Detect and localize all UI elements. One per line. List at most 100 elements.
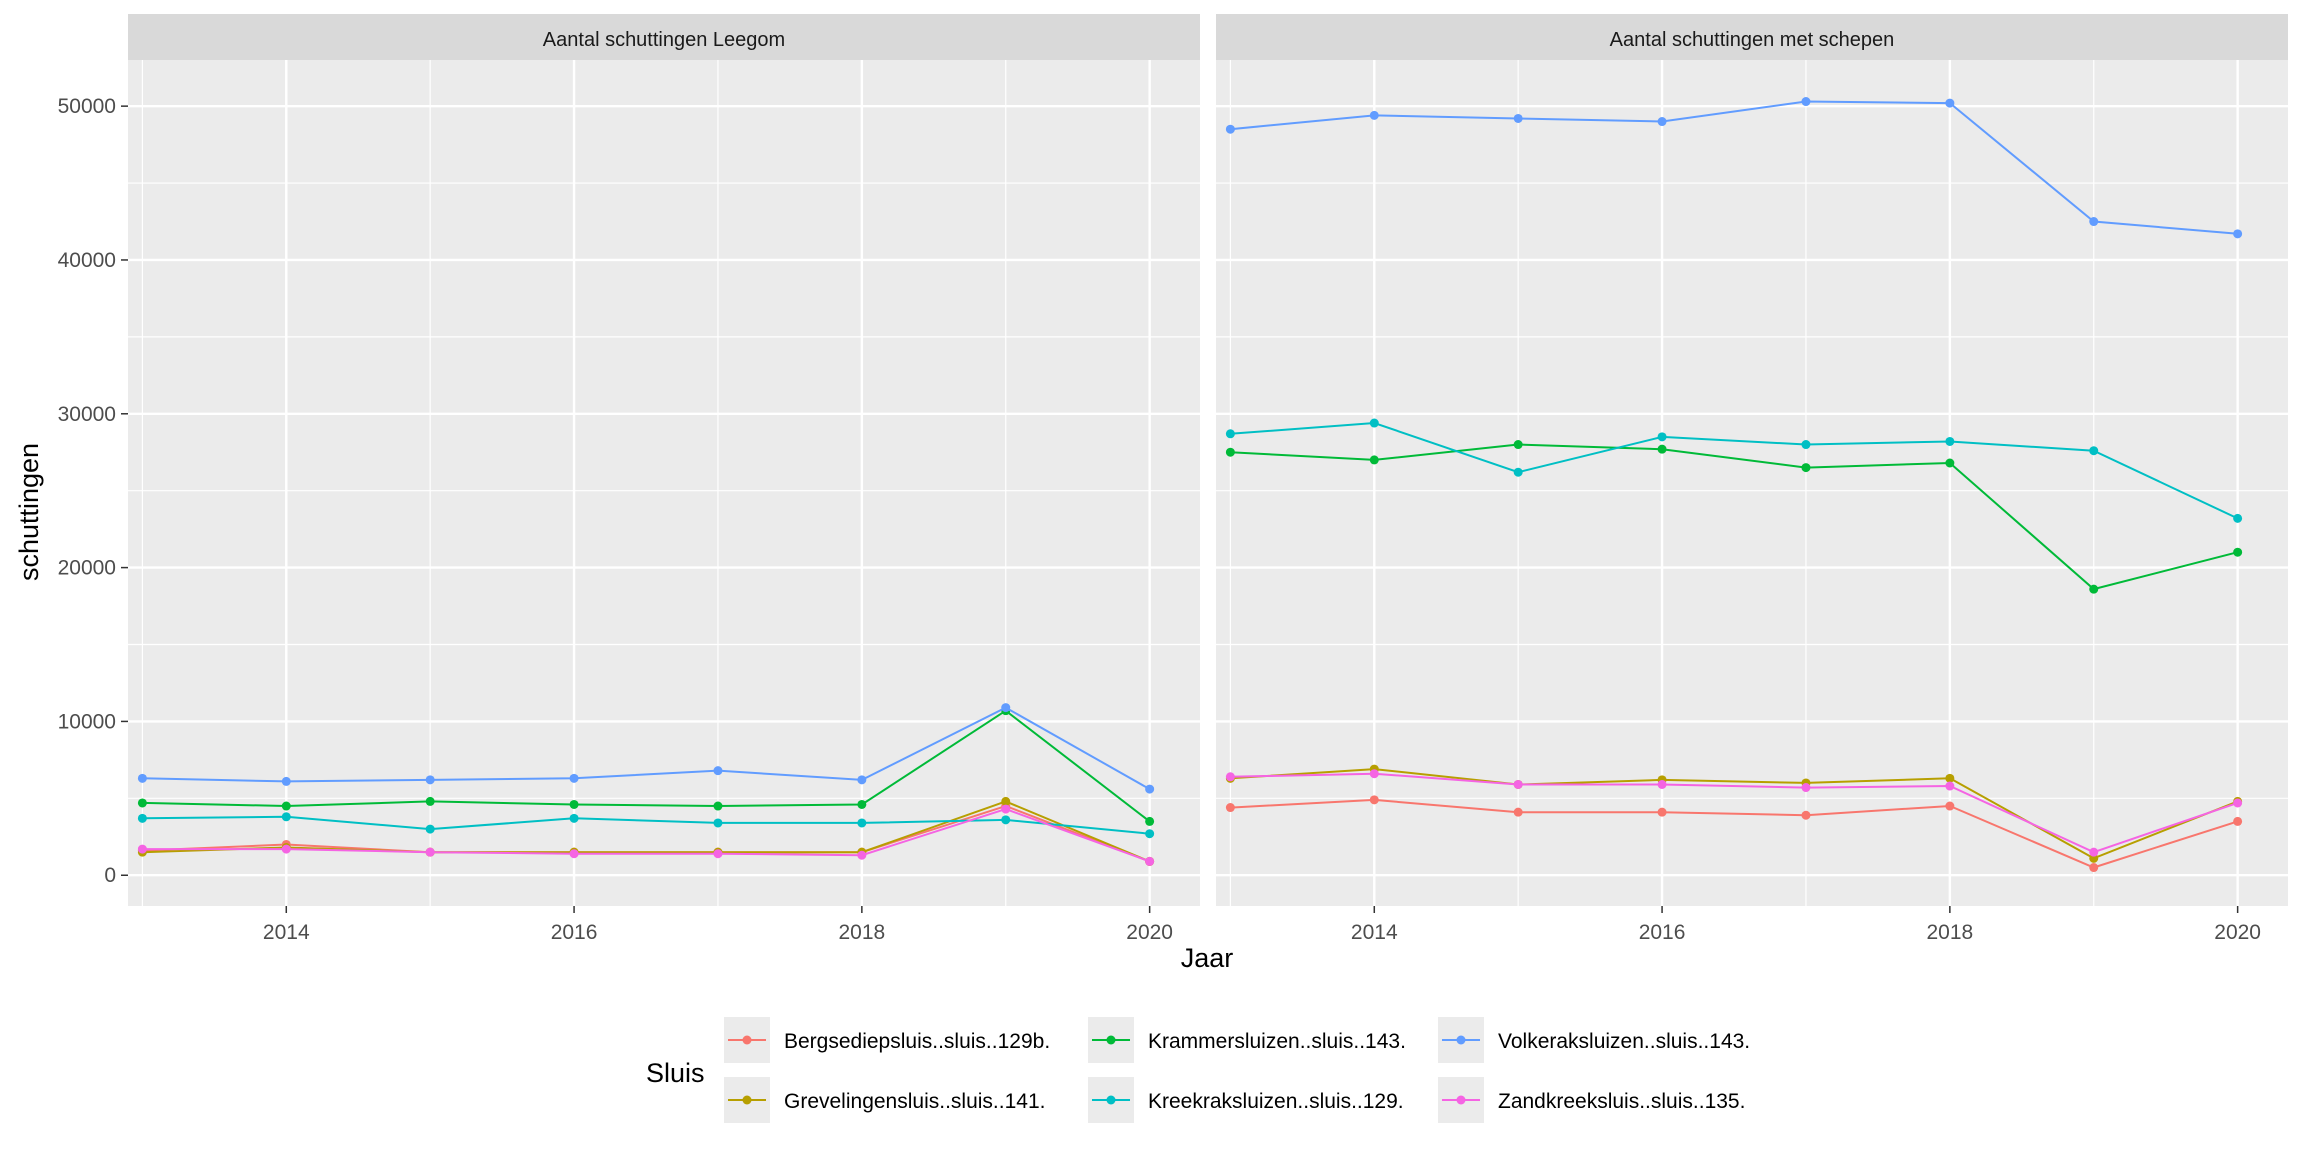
panel-leegom: Aantal schuttingen Leegom	[128, 14, 1200, 906]
data-point-kreekraksluizen-sluis-129-2015	[425, 824, 435, 834]
data-point-volkeraksluizen-sluis-143-2013	[137, 773, 147, 783]
x-tick-label: 2020	[2214, 921, 2261, 944]
legend-label: Grevelingensluis..sluis..141.	[784, 1090, 1045, 1113]
data-point-zandkreeksluis-sluis-135-2020	[1145, 856, 1155, 866]
data-point-bergsediepsluis-sluis-129b-2014	[1369, 795, 1379, 805]
strip-title-leegom: Aantal schuttingen Leegom	[543, 29, 785, 51]
data-point-bergsediepsluis-sluis-129b-2017	[1801, 810, 1811, 820]
y-axis-ticks: 0 10000 20000 30000 40000 50000	[58, 95, 128, 887]
data-point-kreekraksluizen-sluis-129-2019	[1001, 815, 1011, 825]
strip-met-schepen	[1216, 14, 2288, 60]
legend-item-krammersluizen-sluis-143: Krammersluizen..sluis..143.	[1088, 1017, 1406, 1063]
y-tick-label: 20000	[58, 557, 116, 580]
data-point-zandkreeksluis-sluis-135-2015	[425, 847, 435, 857]
data-point-zandkreeksluis-sluis-135-2016	[569, 849, 579, 859]
data-point-zandkreeksluis-sluis-135-2018	[1945, 781, 1955, 791]
x-tick-label: 2018	[838, 921, 885, 944]
data-point-volkeraksluizen-sluis-143-2016	[1657, 117, 1667, 127]
y-tick-label: 30000	[58, 403, 116, 426]
data-point-kreekraksluizen-sluis-129-2020	[1145, 829, 1155, 839]
legend-item-bergsediepsluis-sluis-129b: Bergsediepsluis..sluis..129b.	[724, 1017, 1050, 1063]
data-point-volkeraksluizen-sluis-143-2014	[1369, 110, 1379, 120]
series-leegom	[137, 703, 1155, 866]
y-tick-label: 0	[104, 864, 116, 887]
legend-label: Volkeraksluizen..sluis..143.	[1498, 1030, 1750, 1053]
series-line-grevelingensluis-sluis-141-met-schepen	[1230, 768, 2238, 860]
series-line-volkeraksluizen-sluis-143-leegom	[142, 706, 1151, 790]
series-line-kreekraksluizen-sluis-129-leegom	[142, 815, 1150, 835]
data-point-kreekraksluizen-sluis-129-2016	[569, 813, 579, 823]
data-point-krammersluizen-sluis-143-2013	[1225, 447, 1235, 457]
data-point-bergsediepsluis-sluis-129b-2019	[2089, 863, 2099, 873]
data-point-krammersluizen-sluis-143-2015	[1513, 440, 1523, 450]
legend-label: Kreekraksluizen..sluis..129.	[1148, 1090, 1404, 1113]
series-line-zandkreeksluis-sluis-135-leegom	[142, 808, 1150, 863]
y-tick-label: 10000	[58, 710, 116, 733]
data-point-zandkreeksluis-sluis-135-2014	[1369, 769, 1379, 779]
series-met-schepen	[1225, 97, 2243, 873]
data-point-volkeraksluizen-sluis-143-2015	[1513, 113, 1523, 123]
data-point-zandkreeksluis-sluis-135-2013	[1225, 772, 1235, 782]
data-point-kreekraksluizen-sluis-129-2015	[1513, 467, 1523, 477]
data-point-zandkreeksluis-sluis-135-2014	[281, 844, 291, 854]
data-point-krammersluizen-sluis-143-2014	[1369, 455, 1379, 465]
data-point-krammersluizen-sluis-143-2013	[137, 798, 147, 808]
data-point-zandkreeksluis-sluis-135-2019	[2089, 847, 2099, 857]
x-tick-label: 2016	[1639, 921, 1686, 944]
data-point-volkeraksluizen-sluis-143-2014	[281, 776, 291, 786]
data-point-zandkreeksluis-sluis-135-2017	[713, 849, 723, 859]
series-line-kreekraksluizen-sluis-129-met-schepen	[1230, 421, 2239, 520]
data-point-zandkreeksluis-sluis-135-2018	[857, 850, 867, 860]
data-point-krammersluizen-sluis-143-2017	[1801, 463, 1811, 473]
data-point-grevelingensluis-sluis-141-2018	[1945, 773, 1955, 783]
data-point-volkeraksluizen-sluis-143-2016	[569, 773, 579, 783]
data-point-volkeraksluizen-sluis-143-2015	[425, 775, 435, 785]
data-point-bergsediepsluis-sluis-129b-2015	[1513, 807, 1523, 817]
series-line-bergsediepsluis-sluis-129b-met-schepen	[1230, 798, 2238, 869]
data-point-zandkreeksluis-sluis-135-2013	[137, 844, 147, 854]
data-point-kreekraksluizen-sluis-129-2017	[713, 818, 723, 828]
data-point-krammersluizen-sluis-143-2018	[1945, 458, 1955, 468]
data-point-bergsediepsluis-sluis-129b-2013	[1225, 803, 1235, 813]
x-tick-label: 2016	[551, 921, 598, 944]
gridlines-leegom	[128, 60, 1200, 906]
legend-key-point	[742, 1035, 752, 1045]
x-tick-label: 2014	[263, 921, 310, 944]
data-point-volkeraksluizen-sluis-143-2019	[1001, 703, 1011, 713]
series-line-krammersluizen-sluis-143-met-schepen	[1230, 443, 2238, 591]
data-point-grevelingensluis-sluis-141-2019	[2089, 853, 2099, 863]
data-point-kreekraksluizen-sluis-129-2017	[1801, 440, 1811, 450]
legend-label: Bergsediepsluis..sluis..129b.	[784, 1030, 1050, 1053]
legend-item-zandkreeksluis-sluis-135: Zandkreeksluis..sluis..135.	[1438, 1077, 1745, 1123]
data-point-zandkreeksluis-sluis-135-2015	[1513, 779, 1523, 789]
data-point-zandkreeksluis-sluis-135-2016	[1657, 779, 1667, 789]
data-point-bergsediepsluis-sluis-129b-2016	[1657, 807, 1667, 817]
data-point-kreekraksluizen-sluis-129-2019	[2089, 446, 2099, 456]
legend-title: Sluis	[646, 1058, 705, 1088]
data-point-volkeraksluizen-sluis-143-2013	[1225, 124, 1235, 134]
plot-area-leegom	[128, 60, 1200, 906]
legend-item-kreekraksluizen-sluis-129: Kreekraksluizen..sluis..129.	[1088, 1077, 1404, 1123]
plot-area-met-schepen	[1216, 60, 2288, 906]
legend-key-point	[742, 1095, 752, 1105]
data-point-krammersluizen-sluis-143-2020	[2233, 547, 2243, 557]
legend-item-grevelingensluis-sluis-141: Grevelingensluis..sluis..141.	[724, 1077, 1045, 1123]
legend: Sluis Bergsediepsluis..sluis..129b. Greve…	[646, 1017, 1750, 1123]
data-point-volkeraksluizen-sluis-143-2017	[713, 766, 723, 776]
data-point-krammersluizen-sluis-143-2020	[1145, 816, 1155, 826]
legend-label: Zandkreeksluis..sluis..135.	[1498, 1090, 1745, 1113]
series-line-volkeraksluizen-sluis-143-met-schepen	[1230, 100, 2238, 235]
strip-title-met-schepen: Aantal schuttingen met schepen	[1610, 29, 1895, 51]
data-point-volkeraksluizen-sluis-143-2018	[857, 775, 867, 785]
data-point-krammersluizen-sluis-143-2019	[2089, 584, 2099, 594]
data-point-krammersluizen-sluis-143-2016	[569, 799, 579, 809]
data-point-volkeraksluizen-sluis-143-2017	[1801, 97, 1811, 107]
data-point-kreekraksluizen-sluis-129-2018	[857, 818, 867, 828]
data-point-grevelingensluis-sluis-141-2019	[1001, 796, 1011, 806]
legend-key-point	[1106, 1095, 1116, 1105]
legend-key-point	[1456, 1095, 1466, 1105]
data-point-volkeraksluizen-sluis-143-2018	[1945, 98, 1955, 108]
data-point-volkeraksluizen-sluis-143-2020	[2233, 229, 2243, 239]
data-point-kreekraksluizen-sluis-129-2014	[1369, 418, 1379, 428]
data-point-krammersluizen-sluis-143-2014	[281, 801, 291, 811]
